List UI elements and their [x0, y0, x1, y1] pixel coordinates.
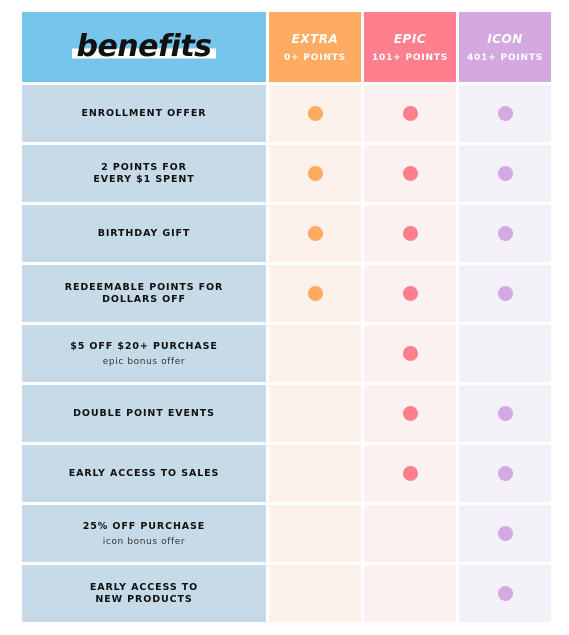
included-dot-icon [497, 406, 513, 421]
benefit-label: EARLY ACCESS TO NEW PRODUCTS [89, 581, 199, 605]
benefit-label: 2 POINTS FOR EVERY $1 SPENT [93, 161, 195, 185]
benefit-label: REDEEMABLE POINTS FOR DOLLARS OFF [64, 281, 224, 305]
benefits-title: benefits [72, 32, 216, 62]
tier-cell-icon [459, 385, 551, 442]
tier-cell-extra [269, 85, 361, 142]
tier-cell-extra [269, 445, 361, 502]
tier-points: 101+ POINTS [371, 52, 448, 63]
tier-cell-epic [364, 145, 456, 202]
included-dot-icon [402, 286, 418, 301]
included-dot-icon [402, 406, 418, 421]
included-dot-icon [402, 166, 418, 181]
tier-cell-icon [459, 265, 551, 322]
tier-cell-extra [269, 325, 361, 382]
benefit-label: ENROLLMENT OFFER [81, 107, 207, 119]
included-dot-icon [497, 526, 513, 541]
tier-header-epic: EPIC 101+ POINTS [364, 12, 456, 82]
tier-cell-extra [269, 205, 361, 262]
benefit-sublabel: icon bonus offer [102, 536, 186, 547]
benefits-table: benefits EXTRA 0+ POINTS EPIC 101+ POINT… [22, 12, 551, 622]
included-dot-icon [307, 166, 323, 181]
tier-cell-epic [364, 565, 456, 622]
included-dot-icon [497, 466, 513, 481]
tier-cell-epic [364, 445, 456, 502]
tier-name: EXTRA [291, 31, 339, 46]
benefit-label: $5 OFF $20+ PURCHASE [70, 340, 218, 352]
tier-points: 401+ POINTS [466, 52, 543, 63]
included-dot-icon [402, 346, 418, 361]
tier-cell-icon [459, 325, 551, 382]
included-dot-icon [497, 166, 513, 181]
included-dot-icon [307, 226, 323, 241]
included-dot-icon [497, 586, 513, 601]
included-dot-icon [497, 286, 513, 301]
included-dot-icon [402, 466, 418, 481]
tier-cell-icon [459, 85, 551, 142]
benefit-label-cell: $5 OFF $20+ PURCHASE epic bonus offer [22, 325, 266, 382]
benefit-label: BIRTHDAY GIFT [97, 227, 191, 239]
benefits-header-cell: benefits [22, 12, 266, 82]
tier-cell-epic [364, 265, 456, 322]
benefit-label: DOUBLE POINT EVENTS [73, 407, 215, 419]
benefit-label-cell: 2 POINTS FOR EVERY $1 SPENT [22, 145, 266, 202]
tier-cell-icon [459, 445, 551, 502]
included-dot-icon [402, 226, 418, 241]
included-dot-icon [402, 106, 418, 121]
tier-cell-icon [459, 145, 551, 202]
benefit-label-cell: ENROLLMENT OFFER [22, 85, 266, 142]
benefit-label-cell: REDEEMABLE POINTS FOR DOLLARS OFF [22, 265, 266, 322]
tier-header-extra: EXTRA 0+ POINTS [269, 12, 361, 82]
tier-name: ICON [487, 31, 523, 46]
tier-cell-extra [269, 385, 361, 442]
included-dot-icon [307, 286, 323, 301]
included-dot-icon [497, 106, 513, 121]
tier-cell-icon [459, 505, 551, 562]
benefit-label: 25% OFF PURCHASE [82, 520, 206, 532]
included-dot-icon [497, 226, 513, 241]
benefit-label-cell: 25% OFF PURCHASE icon bonus offer [22, 505, 266, 562]
tier-cell-extra [269, 505, 361, 562]
tier-cell-epic [364, 505, 456, 562]
tier-cell-icon [459, 565, 551, 622]
tier-cell-epic [364, 325, 456, 382]
tier-cell-epic [364, 205, 456, 262]
tier-cell-epic [364, 85, 456, 142]
tier-cell-extra [269, 145, 361, 202]
benefit-label-cell: EARLY ACCESS TO NEW PRODUCTS [22, 565, 266, 622]
tier-name: EPIC [393, 31, 427, 46]
tier-header-icon: ICON 401+ POINTS [459, 12, 551, 82]
tier-cell-epic [364, 385, 456, 442]
tier-cell-extra [269, 265, 361, 322]
benefit-label: EARLY ACCESS TO SALES [68, 467, 220, 479]
tier-cell-icon [459, 205, 551, 262]
included-dot-icon [307, 106, 323, 121]
benefit-label-cell: BIRTHDAY GIFT [22, 205, 266, 262]
benefit-sublabel: epic bonus offer [102, 356, 186, 367]
benefit-label-cell: EARLY ACCESS TO SALES [22, 445, 266, 502]
tier-points: 0+ POINTS [284, 52, 346, 63]
benefit-label-cell: DOUBLE POINT EVENTS [22, 385, 266, 442]
tier-cell-extra [269, 565, 361, 622]
